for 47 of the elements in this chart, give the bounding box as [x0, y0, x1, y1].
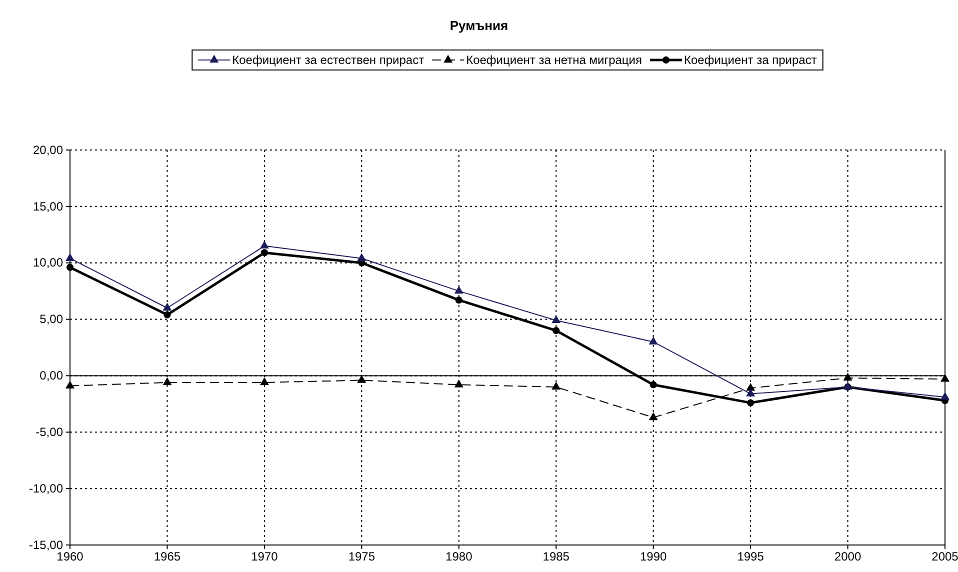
y-tick-label: 10,00: [32, 256, 64, 270]
y-tick-label: -15,00: [28, 538, 64, 552]
y-tick-label: 0,00: [40, 368, 64, 383]
point: [454, 380, 464, 388]
point: [357, 375, 366, 383]
x-tick-label: 1985: [542, 550, 570, 564]
point: [454, 286, 464, 294]
point: [260, 377, 269, 386]
legend-label: Коефициент за прираст: [684, 53, 818, 67]
point: [357, 253, 366, 261]
x-tick-label: 1970: [251, 550, 278, 564]
legend-label: Коефициент за естествен прираст: [232, 53, 425, 67]
x-tick-label: 1980: [446, 550, 473, 564]
y-tick-label: -10,00: [28, 481, 64, 496]
point: [648, 336, 658, 344]
point: [164, 311, 171, 318]
x-tick-label: 2000: [834, 550, 862, 564]
y-tick-label: 5,00: [40, 312, 64, 326]
point: [843, 372, 852, 381]
point: [552, 315, 561, 324]
x-tick-label: 1990: [640, 550, 668, 564]
point: [162, 377, 172, 386]
point: [66, 253, 74, 261]
point: [650, 381, 657, 388]
y-tick-label: 15,00: [32, 199, 64, 214]
point: [260, 249, 268, 256]
point: [162, 302, 172, 311]
x-tick-label: 1960: [56, 550, 84, 564]
x-tick-label: 1975: [348, 550, 376, 564]
x-tick-label: 1965: [154, 550, 181, 564]
point: [260, 240, 269, 249]
point: [940, 392, 950, 400]
point: [66, 380, 74, 388]
point: [66, 264, 74, 271]
point: [648, 412, 658, 420]
chart-title: Румъния: [450, 18, 508, 33]
legend-label: Коефициент за нетна миграция: [466, 53, 642, 67]
x-tick-label: 1995: [737, 550, 764, 564]
y-tick-label: -5,00: [36, 424, 64, 439]
point: [552, 382, 561, 390]
point: [940, 374, 950, 382]
point: [455, 296, 462, 304]
point: [746, 388, 756, 396]
y-tick-label: 20,00: [32, 142, 64, 157]
point: [746, 399, 754, 406]
point: [552, 327, 560, 334]
x-tick-label: 2005: [932, 550, 958, 564]
